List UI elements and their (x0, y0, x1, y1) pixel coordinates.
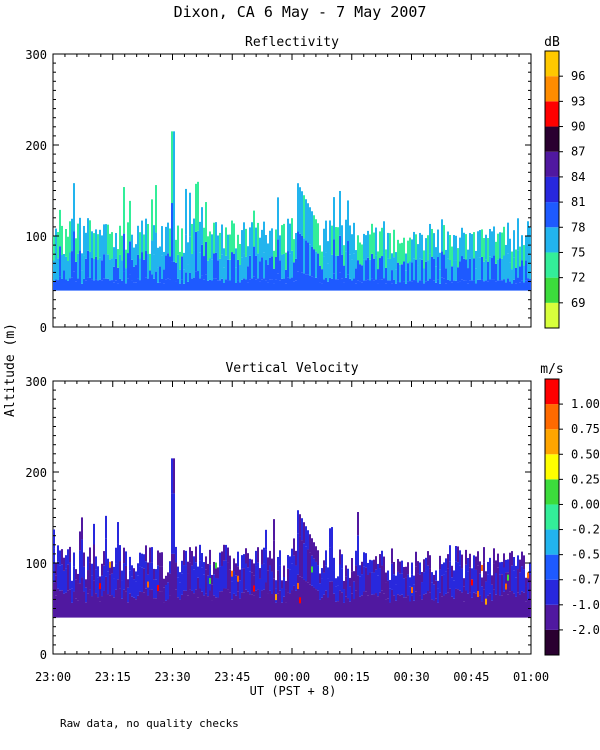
colorbar-label: -0.25 (571, 523, 600, 537)
colorbar-swatch (545, 429, 559, 455)
colorbar-label: -0.50 (571, 548, 600, 562)
colorbar-swatch (545, 252, 559, 278)
figure-title: Dixon, CA 6 May - 7 May 2007 (174, 3, 427, 21)
colorbar-swatch (545, 479, 559, 505)
y-tick-label: 100 (25, 230, 47, 244)
colorbar-swatch (545, 454, 559, 480)
x-tick-label: 23:15 (95, 670, 131, 684)
x-tick-label: 00:00 (274, 670, 310, 684)
colorbar-label: 90 (571, 120, 585, 134)
y-tick-label: 300 (25, 375, 47, 389)
colorbar-swatch (545, 51, 559, 77)
colorbar-swatch (545, 579, 559, 605)
colorbar-swatch (545, 302, 559, 328)
colorbar-swatch (545, 379, 559, 405)
y-axis-title: Altitude (m) (3, 323, 18, 417)
colorbar-swatch (545, 227, 559, 253)
colorbar-label: 93 (571, 94, 585, 108)
x-tick-label: 01:00 (513, 670, 549, 684)
colorbar-label: 0.50 (571, 447, 600, 461)
reflectivity-axes: 0 100 200 300 (25, 48, 532, 335)
colorbar-label: 75 (571, 245, 585, 259)
reflectivity-panel: 0 100 200 300 Reflectivity 69 72 75 78 81 84 87 90… (25, 35, 585, 335)
x-tick-label: 23:45 (214, 670, 250, 684)
colorbar-swatch (545, 126, 559, 152)
colorbar-label: 0.00 (571, 497, 600, 511)
colorbar-swatch (545, 151, 559, 177)
colorbar-label: 0.25 (571, 472, 600, 486)
x-tick-label: 23:00 (35, 670, 71, 684)
vertical-velocity-title: Vertical Velocity (225, 361, 358, 376)
y-tick-label: 200 (25, 139, 47, 153)
vertical-velocity-colorbar-unit: m/s (540, 362, 563, 377)
reflectivity-title: Reflectivity (245, 35, 339, 50)
colorbar-label: -1.00 (571, 598, 600, 612)
x-tick-label: 00:45 (453, 670, 489, 684)
colorbar-swatch (545, 202, 559, 228)
x-tick-label: 00:30 (393, 670, 429, 684)
colorbar-swatch (545, 604, 559, 630)
vertical-velocity-axes: 23:00 23:15 23:30 23:45 00:00 00:15 00:30 00:45… (25, 375, 549, 684)
colorbar-swatch (545, 76, 559, 102)
y-tick-label: 200 (25, 466, 47, 480)
colorbar-swatch (545, 554, 559, 580)
reflectivity-colorbar-unit: dB (544, 35, 560, 50)
colorbar-label: 0.75 (571, 422, 600, 436)
colorbar-swatch (545, 176, 559, 203)
colorbar-label: 87 (571, 145, 585, 159)
vertical-velocity-field (53, 458, 531, 618)
vertical-velocity-panel: 23:00 23:15 23:30 23:45 00:00 00:15 00:30 00:45… (25, 361, 600, 684)
colorbar-label: 84 (571, 170, 585, 184)
colorbar-swatch (545, 404, 559, 430)
colorbar-swatch (545, 101, 559, 127)
colorbar-label: 69 (571, 296, 585, 310)
reflectivity-colorbar: 69 72 75 78 81 84 87 90 93 96 (544, 50, 585, 329)
vertical-velocity-colorbar: -2.00 -1.00 -0.75 -0.50 -0.25 0.00 0.25 0.50 0.7… (544, 378, 600, 656)
colorbar-label: -0.75 (571, 573, 600, 587)
reflectivity-field (53, 131, 531, 291)
colorbar-swatch (545, 629, 559, 655)
colorbar-swatch (545, 529, 559, 555)
footnote: Raw data, no quality checks (60, 717, 239, 730)
x-tick-label: 00:15 (334, 670, 370, 684)
y-tick-label: 0 (40, 321, 47, 335)
colorbar-label: 78 (571, 220, 585, 234)
x-tick-label: 23:30 (154, 670, 190, 684)
y-tick-label: 100 (25, 557, 47, 571)
colorbar-label: 81 (571, 195, 585, 209)
colorbar-label: 72 (571, 271, 585, 285)
colorbar-label: 1.00 (571, 397, 600, 411)
colorbar-swatch (545, 504, 559, 530)
colorbar-label: -2.00 (571, 623, 600, 637)
colorbar-label: 96 (571, 69, 585, 83)
y-tick-label: 0 (40, 648, 47, 662)
colorbar-swatch (545, 277, 559, 303)
x-axis-title: UT (PST + 8) (250, 684, 337, 698)
y-tick-label: 300 (25, 48, 47, 62)
